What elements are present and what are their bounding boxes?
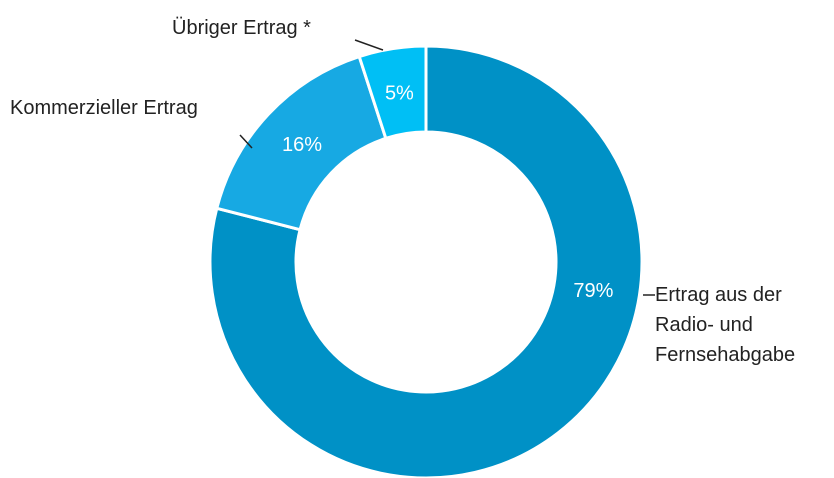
value-label: 16% xyxy=(282,134,322,156)
value-label: 5% xyxy=(385,82,414,104)
category-label: Übriger Ertrag * xyxy=(172,17,311,39)
category-label: Ertrag aus der Radio- und Fernsehabgabe xyxy=(655,284,796,366)
donut-slice xyxy=(208,44,644,478)
value-label: 79% xyxy=(573,280,613,302)
leader-line xyxy=(239,134,253,149)
donut-slice xyxy=(357,44,428,141)
leader-line xyxy=(354,39,384,51)
category-label: Kommerzieller Ertrag xyxy=(10,97,198,119)
